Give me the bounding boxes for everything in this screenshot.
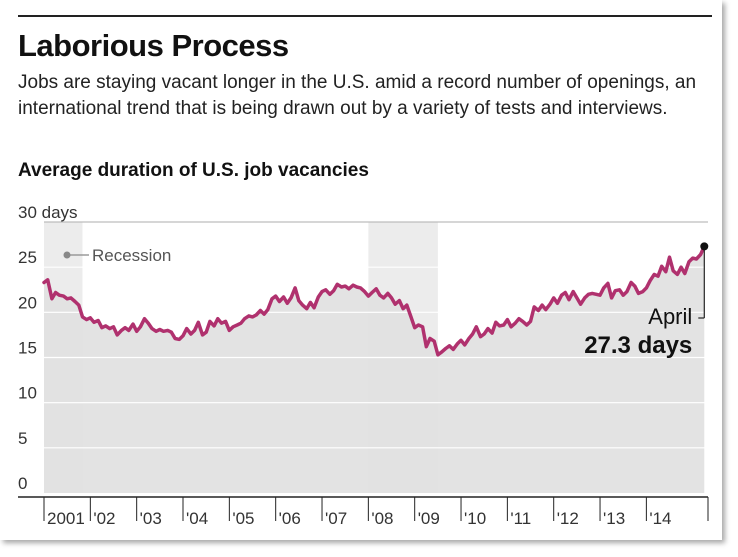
chart-headline: Laborious Process [18,28,289,63]
x-tick-label: '10 [464,509,486,528]
chart-subtitle: Jobs are staying vacant longer in the U.… [18,72,697,119]
x-tick-label: '12 [557,509,579,528]
x-tick-label: '11 [510,509,531,528]
x-tick-label: 2001 [47,509,85,528]
annotation-value: 27.3 days [584,332,692,359]
x-tick-label: '03 [140,509,162,528]
x-tick-label: '07 [325,509,347,528]
x-tick-label: '02 [93,509,115,528]
x-tick-label: '08 [371,509,393,528]
y-tick-label: 10 [18,384,37,403]
top-rule [18,15,712,17]
y-tick-label: 5 [18,429,27,448]
chart-title: Average duration of U.S. job vacancies [18,160,369,181]
line-chart: 30 days 25 20 15 10 5 0 2001 '02 '03 '04 '05 '06 '07 '… [18,203,709,528]
series-area [44,246,705,493]
x-tick-label: '04 [186,509,208,528]
x-tick-label: '06 [279,509,301,528]
y-tick-label: 20 [18,293,37,312]
y-tick-label: 15 [18,339,37,358]
recession-legend-label: Recession [92,246,171,265]
latest-point-dot [700,242,709,251]
series-line [42,244,707,357]
y-tick-label: 25 [18,248,37,267]
x-tick-label: '09 [418,509,440,528]
x-tick-label: '05 [232,509,254,528]
annotation-month: April [648,304,692,329]
y-tick-label: 30 days [18,203,78,222]
chart-card: Laborious Process Jobs are staying vacan… [18,15,712,528]
y-tick-label: 0 [18,474,27,493]
x-tick-label: '13 [603,509,625,528]
x-tick-label: '14 [649,509,671,528]
